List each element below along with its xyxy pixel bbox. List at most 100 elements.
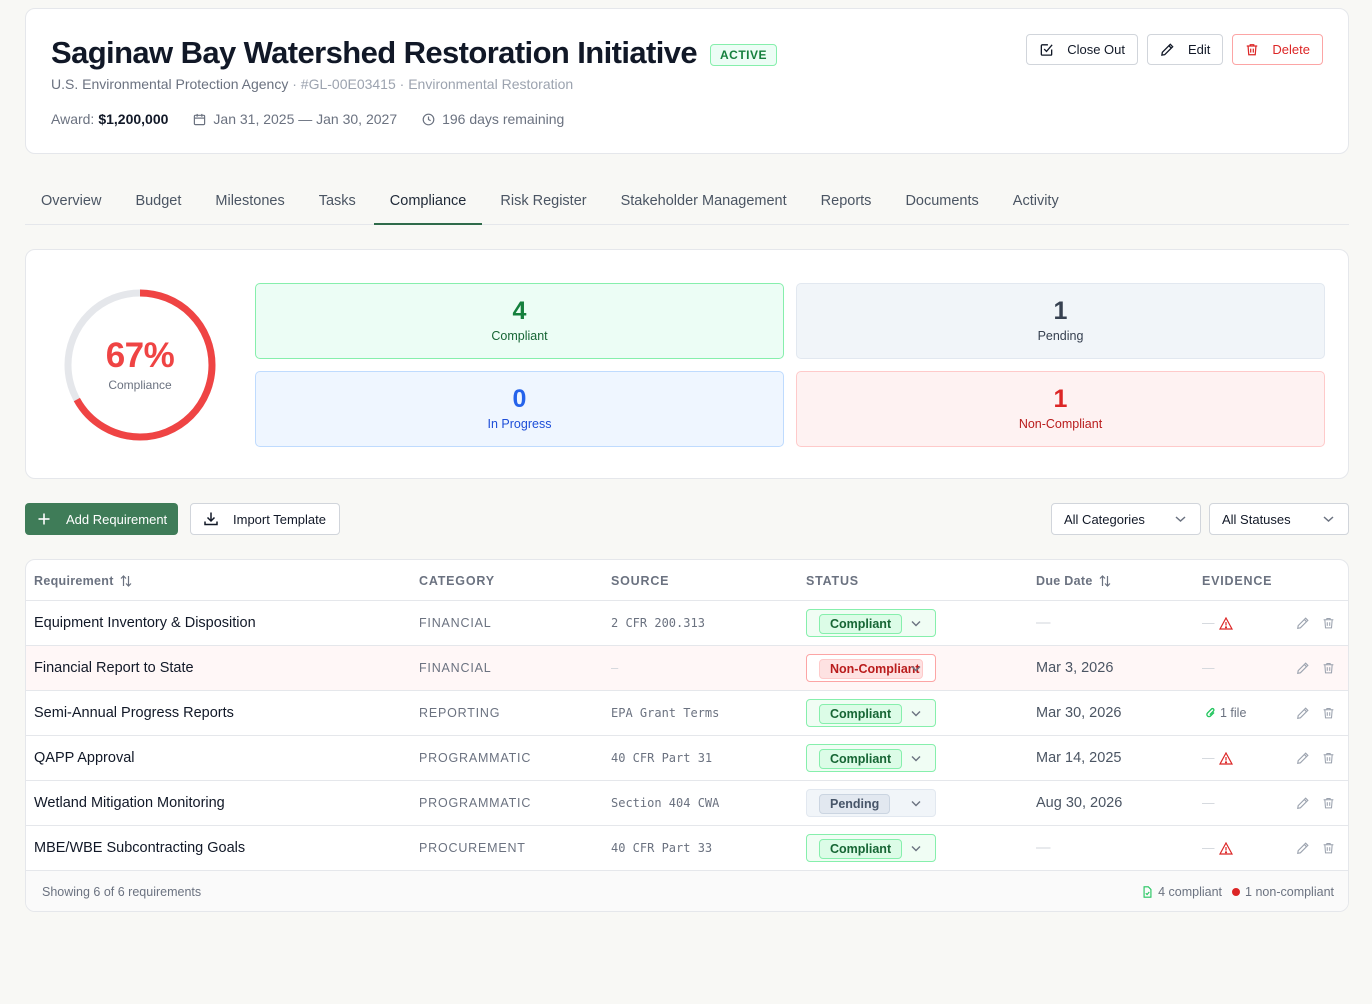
table-header: Requirement CATEGORY SOURCE STATUS Due D… [26, 560, 1348, 601]
requirement-category: PROGRAMMATIC [419, 751, 532, 765]
requirement-name[interactable]: Semi-Annual Progress Reports [34, 705, 234, 721]
table-row[interactable]: Semi-Annual Progress Reports REPORTING EPA… [26, 691, 1348, 736]
column-due-date[interactable]: Due Date [1036, 574, 1111, 588]
column-requirement-label: Requirement [34, 574, 114, 588]
evidence-dash: — [1202, 841, 1215, 855]
table-row[interactable]: Equipment Inventory & Disposition FINANCI… [26, 601, 1348, 646]
category-filter-select[interactable]: All Categories [1051, 503, 1201, 535]
add-requirement-button[interactable]: Add Requirement [25, 503, 178, 535]
column-requirement[interactable]: Requirement [34, 574, 132, 588]
requirement-name[interactable]: MBE/WBE Subcontracting Goals [34, 840, 246, 856]
checkbox-icon [1040, 44, 1053, 56]
chevron-down-icon [911, 756, 921, 762]
sort-icon [120, 575, 132, 587]
status-select[interactable]: Non-Compliant [806, 654, 936, 682]
evidence-cell: — [1202, 826, 1233, 870]
stat-non-compliant[interactable]: 1 Non-Compliant [796, 371, 1325, 447]
edit-row-icon[interactable] [1296, 796, 1310, 810]
pencil-icon [1161, 43, 1174, 56]
table-row[interactable]: Wetland Mitigation Monitoring PROGRAMMATI… [26, 781, 1348, 826]
delete-button[interactable]: Delete [1232, 34, 1323, 65]
tab-tasks[interactable]: Tasks [318, 193, 356, 209]
delete-row-icon[interactable] [1322, 616, 1336, 630]
evidence-empty: — [1202, 796, 1215, 810]
tab-compliance[interactable]: Compliance [373, 180, 483, 225]
evidence-dash: — [1202, 796, 1215, 810]
table-row[interactable]: MBE/WBE Subcontracting Goals PROCUREMENT 4… [26, 826, 1348, 871]
status-select[interactable]: Compliant [806, 609, 936, 637]
row-actions [1296, 661, 1348, 675]
donut-progress-arc [64, 289, 216, 441]
delete-row-icon[interactable] [1322, 841, 1336, 855]
requirement-category: PROCUREMENT [419, 841, 526, 855]
status-select[interactable]: Compliant [806, 744, 936, 772]
status-pill: Compliant [819, 749, 903, 769]
tab-overview[interactable]: Overview [41, 193, 102, 209]
edit-label: Edit [1188, 42, 1211, 57]
stat-non-compliant-count: 1 [1053, 385, 1068, 413]
date-range-text: Jan 31, 2025 — Jan 30, 2027 [213, 111, 398, 127]
edit-row-icon[interactable] [1296, 706, 1310, 720]
requirement-name[interactable]: QAPP Approval [34, 750, 135, 766]
edit-row-icon[interactable] [1296, 841, 1310, 855]
tab-risk-register[interactable]: Risk Register [500, 193, 587, 209]
delete-row-icon[interactable] [1322, 661, 1336, 675]
compliance-percent-label: Compliance [108, 378, 172, 392]
stat-compliant-label: Compliant [491, 329, 548, 343]
page-title: Saginaw Bay Watershed Restoration Initia… [51, 35, 698, 70]
column-evidence: EVIDENCE [1202, 574, 1273, 588]
due-date: Mar 30, 2026 [1036, 705, 1122, 721]
requirement-name[interactable]: Equipment Inventory & Disposition [34, 615, 256, 631]
stat-pending[interactable]: 1 Pending [796, 283, 1325, 359]
stat-in-progress[interactable]: 0 In Progress [255, 371, 784, 447]
warning-icon [1218, 841, 1233, 855]
edit-row-icon[interactable] [1296, 751, 1310, 765]
stat-in-progress-label: In Progress [487, 417, 552, 431]
status-pill: Pending [819, 794, 891, 814]
close-out-button[interactable]: Close Out [1026, 34, 1139, 65]
edit-row-icon[interactable] [1296, 616, 1310, 630]
tab-activity[interactable]: Activity [1012, 193, 1059, 209]
requirement-name[interactable]: Financial Report to State [34, 660, 194, 676]
tab-documents[interactable]: Documents [905, 193, 979, 209]
evidence-cell: 1 file [1202, 691, 1246, 735]
status-filter-value: All Statuses [1222, 511, 1291, 527]
status-filter-select[interactable]: All Statuses [1209, 503, 1349, 535]
edit-button[interactable]: Edit [1147, 34, 1224, 65]
delete-row-icon[interactable] [1322, 706, 1336, 720]
status-select[interactable]: Pending [806, 789, 936, 817]
import-template-button[interactable]: Import Template [190, 503, 340, 535]
warning-icon [1218, 616, 1233, 630]
delete-row-icon[interactable] [1322, 796, 1336, 810]
tab-milestones[interactable]: Milestones [215, 193, 285, 209]
requirement-source: 40 CFR Part 31 [611, 751, 713, 765]
edit-row-icon[interactable] [1296, 661, 1310, 675]
delete-row-icon[interactable] [1322, 751, 1336, 765]
table-row[interactable]: QAPP Approval PROGRAMMATIC 40 CFR Part 31 C… [26, 736, 1348, 781]
requirement-category: FINANCIAL [419, 661, 492, 675]
evidence-cell: — [1202, 646, 1215, 690]
tab-stakeholder-management[interactable]: Stakeholder Management [620, 193, 787, 209]
agency-name: U.S. Environmental Protection Agency [51, 76, 289, 92]
evidence-files[interactable]: 1 file [1202, 706, 1246, 720]
footer-compliant-count: 4 compliant [1158, 885, 1223, 899]
footer-noncompliant-count: 1 non-compliant [1245, 885, 1334, 899]
add-requirement-label: Add Requirement [66, 511, 168, 527]
trash-icon [1247, 44, 1258, 56]
chevron-down-icon [911, 711, 921, 717]
close-out-label: Close Out [1067, 42, 1126, 57]
tab-budget[interactable]: Budget [135, 193, 182, 209]
row-actions [1296, 706, 1348, 720]
status-select[interactable]: Compliant [806, 834, 936, 862]
tab-reports[interactable]: Reports [820, 193, 872, 209]
date-range: Jan 31, 2025 — Jan 30, 2027 [193, 111, 397, 127]
stat-compliant[interactable]: 4 Compliant [255, 283, 784, 359]
due-date: Aug 30, 2026 [1036, 795, 1123, 811]
evidence-cell: — [1202, 601, 1233, 645]
compliance-donut [64, 289, 216, 441]
table-row[interactable]: Financial Report to State FINANCIAL — Non-C… [26, 646, 1348, 691]
program-area: Environmental Restoration [408, 76, 574, 92]
paperclip-icon [1206, 707, 1215, 718]
status-select[interactable]: Compliant [806, 699, 936, 727]
requirement-name[interactable]: Wetland Mitigation Monitoring [34, 795, 225, 811]
